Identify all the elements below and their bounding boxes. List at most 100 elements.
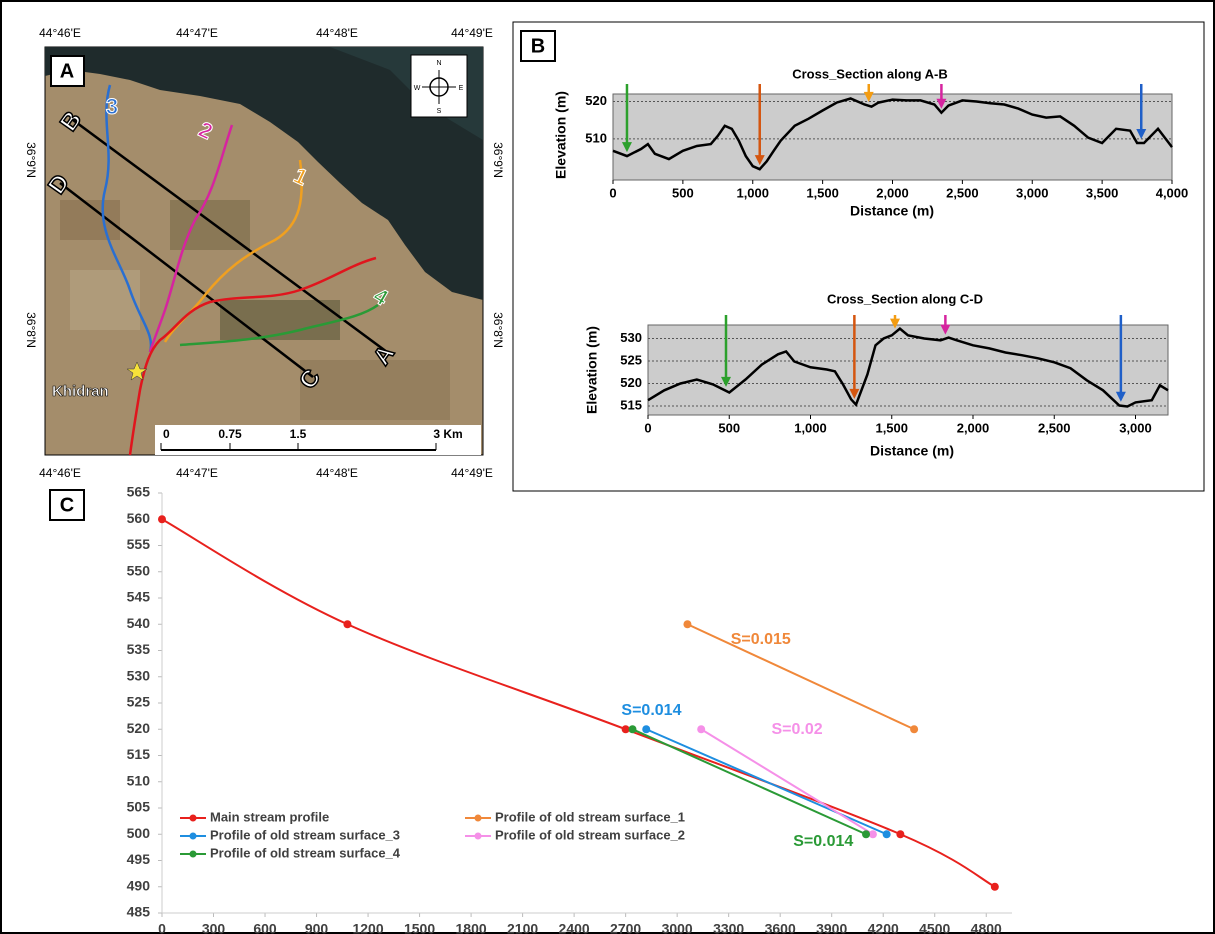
map-panel: Khidran 3 2 1 4 B D A C N E S W 0 0.75 1… [24, 26, 505, 480]
x-tick-label: 1200 [352, 921, 383, 934]
y-tick-label: 565 [127, 484, 151, 500]
y-tick-label: 540 [127, 615, 151, 631]
lat-label: 36°9'N [24, 142, 38, 178]
x-tick-label: 4800 [971, 921, 1002, 934]
y-tick-label: 530 [620, 330, 642, 345]
x-tick-label: 4,000 [1156, 185, 1189, 200]
legend-marker [475, 815, 482, 822]
x-tick-label: 2400 [559, 921, 590, 934]
x-tick-label: 1,000 [794, 420, 827, 435]
legend-marker [190, 815, 197, 822]
y-tick-label: 560 [127, 510, 151, 526]
y-tick-label: 520 [127, 720, 151, 736]
compass-letter: W [414, 85, 421, 92]
x-tick-label: 3,000 [1016, 185, 1049, 200]
legend-label: Main stream profile [210, 809, 329, 824]
slope-label: S=0.014 [621, 702, 681, 719]
slope-label: S=0.02 [771, 721, 822, 738]
legend-label: Profile of old stream surface_4 [210, 845, 401, 860]
x-tick-label: 3600 [765, 921, 796, 934]
series-point [622, 725, 630, 733]
legend-marker [190, 833, 197, 840]
y-tick-label: 525 [127, 694, 151, 710]
panel-label: A [60, 60, 74, 82]
legend-label: Profile of old stream surface_1 [495, 809, 685, 824]
x-tick-label: 900 [305, 921, 329, 934]
lon-label: 44°48'E [316, 466, 358, 480]
lat-label: 36°8'N [491, 312, 505, 348]
y-tick-label: 510 [585, 130, 607, 145]
scale-label: 0 [163, 427, 170, 441]
series-point [642, 725, 650, 733]
x-tick-label: 600 [253, 921, 277, 934]
legend-marker [475, 833, 482, 840]
x-tick-label: 1,500 [806, 185, 839, 200]
y-tick-label: 520 [585, 93, 607, 108]
y-axis-label: Elevation (m) [553, 91, 569, 179]
y-tick-label: 525 [620, 352, 642, 367]
x-tick-label: 3,500 [1086, 185, 1119, 200]
series-point [697, 725, 705, 733]
panel-label: C [60, 494, 74, 516]
x-tick-label: 4200 [868, 921, 899, 934]
x-tick-label: 300 [202, 921, 226, 934]
series-point [883, 830, 891, 838]
y-axis-label: Elevation (m) [584, 326, 600, 414]
x-tick-label: 0 [644, 420, 651, 435]
x-tick-label: 500 [718, 420, 740, 435]
y-tick-label: 550 [127, 562, 151, 578]
chart-title: Cross_Section along A-B [792, 66, 948, 81]
y-tick-label: 555 [127, 536, 151, 552]
legend-label: Profile of old stream surface_2 [495, 827, 685, 842]
x-tick-label: 2100 [507, 921, 538, 934]
x-tick-label: 3,000 [1119, 420, 1152, 435]
field [70, 270, 140, 330]
x-tick-label: 1800 [456, 921, 487, 934]
x-tick-label: 4500 [919, 921, 950, 934]
lat-label: 36°8'N [24, 312, 38, 348]
series-point [896, 830, 904, 838]
series-point [869, 830, 877, 838]
lat-label: 36°9'N [491, 142, 505, 178]
series-point [910, 725, 918, 733]
x-tick-label: 3000 [662, 921, 693, 934]
town-label: Khidran [52, 383, 109, 400]
compass-letter: N [436, 60, 441, 67]
y-tick-label: 510 [127, 772, 151, 788]
x-tick-label: 2,000 [876, 185, 909, 200]
field [300, 360, 450, 420]
x-tick-label: 0 [609, 185, 616, 200]
series-point [343, 620, 351, 628]
x-axis-label: Distance (m) [850, 203, 934, 219]
series-point [629, 725, 637, 733]
x-tick-label: 2,000 [957, 420, 990, 435]
series-point [991, 883, 999, 891]
scale-label: 3 Km [433, 427, 462, 441]
y-tick-label: 535 [127, 641, 151, 657]
panel-b-frame [513, 22, 1204, 491]
x-tick-label: 3900 [816, 921, 847, 934]
figure: Khidran 3 2 1 4 B D A C N E S W 0 0.75 1… [0, 0, 1215, 934]
legend-marker [190, 851, 197, 858]
y-tick-label: 500 [127, 825, 151, 841]
slope-label: S=0.015 [731, 631, 791, 648]
lon-label: 44°46'E [39, 26, 81, 40]
x-tick-label: 3300 [713, 921, 744, 934]
series-point [862, 830, 870, 838]
y-tick-label: 505 [127, 799, 151, 815]
series-point [683, 620, 691, 628]
chart-title: Cross_Section along C-D [827, 291, 983, 306]
x-tick-label: 1500 [404, 921, 435, 934]
y-tick-label: 530 [127, 667, 151, 683]
x-tick-label: 2700 [610, 921, 641, 934]
compass-letter: S [437, 108, 442, 115]
lon-label: 44°47'E [176, 26, 218, 40]
compass-letter: E [459, 85, 464, 92]
x-tick-label: 500 [672, 185, 694, 200]
y-tick-label: 485 [127, 904, 151, 920]
lon-label: 44°49'E [451, 26, 493, 40]
x-tick-label: 2,500 [1038, 420, 1071, 435]
lon-label: 44°49'E [451, 466, 493, 480]
scale-label: 0.75 [218, 427, 242, 441]
lon-label: 44°47'E [176, 466, 218, 480]
